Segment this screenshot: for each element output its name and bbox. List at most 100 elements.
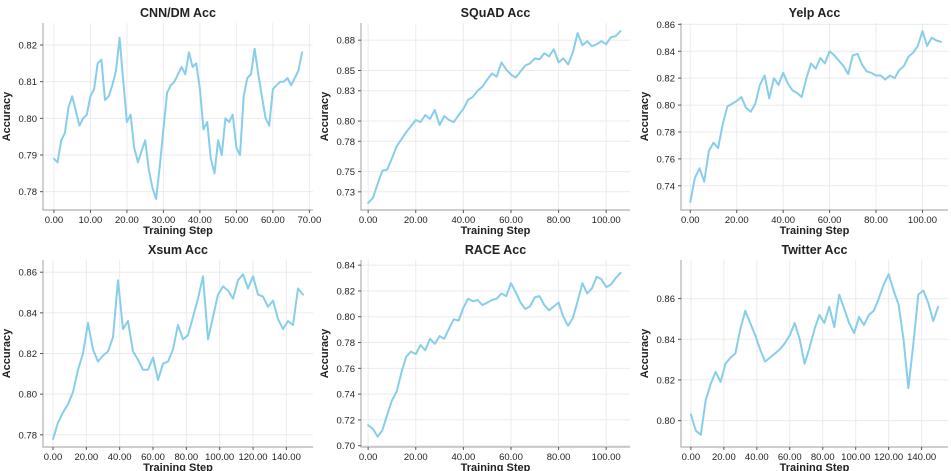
y-tick-label: 0.80 <box>337 117 356 128</box>
x-tick-label: 0.00 <box>359 452 378 463</box>
y-tick-label: 0.74 <box>337 390 356 401</box>
x-axis-label: Training Step <box>780 462 850 471</box>
x-tick-label: 100.00 <box>205 452 234 463</box>
x-tick-label: 20.00 <box>712 452 736 463</box>
y-tick-label: 0.78 <box>19 430 38 441</box>
chart-title: SQuAD Acc <box>461 6 531 20</box>
y-tick-label: 0.84 <box>337 261 356 272</box>
y-tick-label: 0.80 <box>337 312 356 323</box>
y-tick-label: 0.74 <box>657 181 676 192</box>
chart-title: RACE Acc <box>465 243 526 257</box>
y-tick-label: 0.79 <box>19 151 38 162</box>
y-tick-label: 0.84 <box>19 308 38 319</box>
chart-panel: 0.73 0.75 0.78 0.80 0.83 0.85 0.88 0.00 20.00 40.… <box>319 6 630 237</box>
x-tick-label: 0.00 <box>359 215 378 226</box>
x-axis-label: Training Step <box>461 462 531 471</box>
y-tick-label: 0.80 <box>657 101 676 112</box>
y-tick-label: 0.78 <box>337 338 356 349</box>
x-tick-label: 20.00 <box>115 215 139 226</box>
axis-spine <box>680 260 948 448</box>
x-tick-label: 40.00 <box>108 452 132 463</box>
x-tick-label: 140.00 <box>272 452 301 463</box>
x-tick-label: 40.00 <box>771 215 795 226</box>
y-tick-label: 0.76 <box>337 364 356 375</box>
y-tick-label: 0.72 <box>337 415 356 426</box>
axis-spine <box>42 23 313 211</box>
y-tick-label: 0.82 <box>19 349 38 360</box>
x-tick-label: 40.00 <box>745 452 769 463</box>
y-tick-label: 0.84 <box>657 335 676 346</box>
y-tick-label: 0.86 <box>19 268 38 279</box>
y-tick-label: 0.84 <box>657 47 676 58</box>
series-line <box>52 273 304 440</box>
x-tick-label: 40.00 <box>451 215 475 226</box>
x-tick-label: 120.00 <box>238 452 267 463</box>
series-line <box>52 36 304 200</box>
x-tick-label: 30.00 <box>152 215 176 226</box>
y-axis-label: Accuracy <box>1 91 13 141</box>
chart-title: Xsum Acc <box>148 243 208 257</box>
x-tick-label: 20.00 <box>74 452 98 463</box>
y-tick-label: 0.86 <box>657 20 676 31</box>
series-line <box>367 271 622 438</box>
x-tick-label: 20.00 <box>404 452 428 463</box>
chart-panel: 0.78 0.80 0.82 0.84 0.86 0.00 20.00 40.00 60.00 8… <box>1 243 313 471</box>
x-tick-label: 70.00 <box>297 215 321 226</box>
y-tick-label: 0.78 <box>657 127 676 138</box>
y-tick-label: 0.88 <box>337 36 356 47</box>
x-tick-label: 0.00 <box>45 215 64 226</box>
chart-panel: 0.80 0.82 0.84 0.86 0.00 20.00 40.00 60.00 80.00… <box>639 243 948 471</box>
x-tick-label: 60.00 <box>778 452 802 463</box>
y-tick-label: 0.81 <box>19 77 38 88</box>
chart-title: Yelp Acc <box>789 6 841 20</box>
x-tick-label: 0.00 <box>682 452 701 463</box>
y-tick-label: 0.82 <box>337 286 356 297</box>
x-tick-label: 60.00 <box>141 452 165 463</box>
x-tick-label: 100.00 <box>908 215 937 226</box>
x-tick-label: 0.00 <box>681 215 700 226</box>
axis-spine <box>360 260 630 448</box>
x-tick-label: 80.00 <box>174 452 198 463</box>
y-tick-label: 0.70 <box>337 441 356 452</box>
y-tick-label: 0.82 <box>657 375 676 386</box>
axis-spine <box>360 23 630 211</box>
axis-spine <box>680 23 948 211</box>
x-tick-label: 60.00 <box>499 452 523 463</box>
y-tick-label: 0.73 <box>337 187 356 198</box>
x-tick-label: 60.00 <box>818 215 842 226</box>
x-tick-label: 20.00 <box>725 215 749 226</box>
y-tick-label: 0.76 <box>657 154 676 165</box>
series-line <box>367 30 622 204</box>
x-tick-label: 40.00 <box>451 452 475 463</box>
y-tick-label: 0.80 <box>19 114 38 125</box>
y-axis-label: Accuracy <box>639 91 651 141</box>
x-axis-label: Training Step <box>143 462 213 471</box>
chart-panel: 0.74 0.76 0.78 0.80 0.82 0.84 0.86 0.00 20.00 40.… <box>639 6 948 237</box>
x-tick-label: 20.00 <box>404 215 428 226</box>
x-tick-label: 60.00 <box>499 215 523 226</box>
x-tick-label: 40.00 <box>188 215 212 226</box>
x-tick-label: 100.00 <box>592 215 621 226</box>
y-tick-label: 0.86 <box>657 294 676 305</box>
y-tick-label: 0.82 <box>657 74 676 85</box>
y-tick-label: 0.85 <box>337 66 356 77</box>
y-axis-label: Accuracy <box>319 328 331 378</box>
x-tick-label: 120.00 <box>874 452 903 463</box>
y-tick-label: 0.75 <box>337 167 356 178</box>
series-line <box>689 273 940 436</box>
y-tick-label: 0.80 <box>657 416 676 427</box>
chart-panel: 0.70 0.72 0.74 0.76 0.78 0.80 0.82 0.84 0.00 20.0… <box>319 243 630 471</box>
x-tick-label: 80.00 <box>547 215 571 226</box>
y-tick-label: 0.78 <box>337 137 356 148</box>
chart-title: Twitter Acc <box>782 243 848 257</box>
x-tick-label: 140.00 <box>907 452 936 463</box>
x-axis-label: Training Step <box>143 225 213 237</box>
y-axis-label: Accuracy <box>319 91 331 141</box>
x-axis-label: Training Step <box>780 225 850 237</box>
y-tick-label: 0.78 <box>19 187 38 198</box>
y-tick-label: 0.80 <box>19 390 38 401</box>
y-tick-label: 0.82 <box>19 41 38 52</box>
y-axis-label: Accuracy <box>639 328 651 378</box>
chart-panel: 0.78 0.79 0.80 0.81 0.82 0.00 10.00 20.00 30.00 4… <box>1 6 321 237</box>
